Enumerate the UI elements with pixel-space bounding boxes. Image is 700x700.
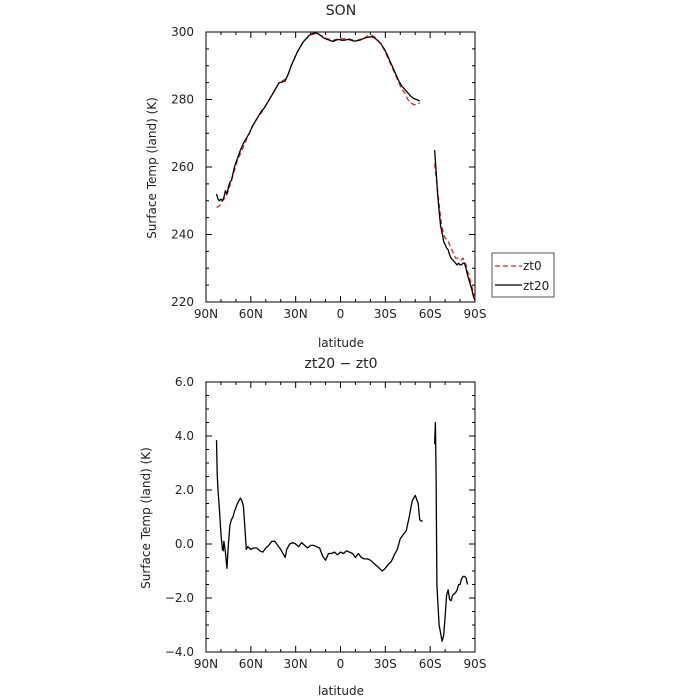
legend-label-zt20: zt20 xyxy=(523,279,549,293)
top-series-zt0-line xyxy=(433,163,476,299)
top-x-tick-label: 30N xyxy=(284,307,308,321)
bottom-y-tick-label: −2.0 xyxy=(165,591,194,605)
bottom-plot-frame xyxy=(205,381,476,653)
bottom-x-tick-label: 90N xyxy=(194,657,218,671)
bottom-x-tick-label: 90S xyxy=(464,657,487,671)
top-x-axis-label: latitude xyxy=(318,336,364,350)
top-panel: SON latitude Surface Temp (land) (K) 90N… xyxy=(145,3,486,350)
legend-box xyxy=(491,252,555,298)
bottom-y-tick-label: 0.0 xyxy=(175,537,194,551)
top-y-tick-label: 260 xyxy=(171,160,194,174)
bottom-series-diff-line xyxy=(433,421,469,642)
bottom-chart-title: zt20 − zt0 xyxy=(304,356,377,372)
top-x-tick-label: 60S xyxy=(419,307,442,321)
bottom-y-tick-label: 2.0 xyxy=(175,483,194,497)
bottom-x-axis-label: latitude xyxy=(318,684,364,698)
top-y-tick-label: 220 xyxy=(171,295,194,309)
bottom-panel: zt20 − zt0 latitude Surface Temp (land) … xyxy=(139,356,486,698)
legend: zt0 zt20 xyxy=(491,252,555,298)
bottom-x-tick-label: 30N xyxy=(284,657,308,671)
bottom-x-tick-label: 60N xyxy=(239,657,263,671)
top-series-zt20-line xyxy=(215,32,421,202)
bottom-series-diff-line xyxy=(215,440,423,572)
top-x-tick-label: 30S xyxy=(374,307,397,321)
bottom-x-tick-label: 60S xyxy=(419,657,442,671)
top-chart-title: SON xyxy=(326,3,356,19)
top-x-tick-label: 0 xyxy=(337,307,345,321)
top-x-tick-label: 60N xyxy=(239,307,263,321)
bottom-y-tick-label: −4.0 xyxy=(165,645,194,659)
top-y-axis-label: Surface Temp (land) (K) xyxy=(145,97,159,239)
top-y-tick-label: 240 xyxy=(171,228,194,242)
top-series-zt20-line xyxy=(433,150,476,301)
bottom-y-tick-label: 4.0 xyxy=(175,429,194,443)
bottom-x-tick-label: 30S xyxy=(374,657,397,671)
bottom-y-tick-label: 6.0 xyxy=(175,375,194,389)
legend-label-zt0: zt0 xyxy=(523,259,542,273)
top-x-tick-label: 90S xyxy=(464,307,487,321)
bottom-y-axis-label: Surface Temp (land) (K) xyxy=(139,447,153,589)
top-y-tick-label: 280 xyxy=(171,93,194,107)
top-x-tick-label: 90N xyxy=(194,307,218,321)
bottom-x-tick-label: 0 xyxy=(337,657,345,671)
top-y-tick-label: 300 xyxy=(171,25,194,39)
